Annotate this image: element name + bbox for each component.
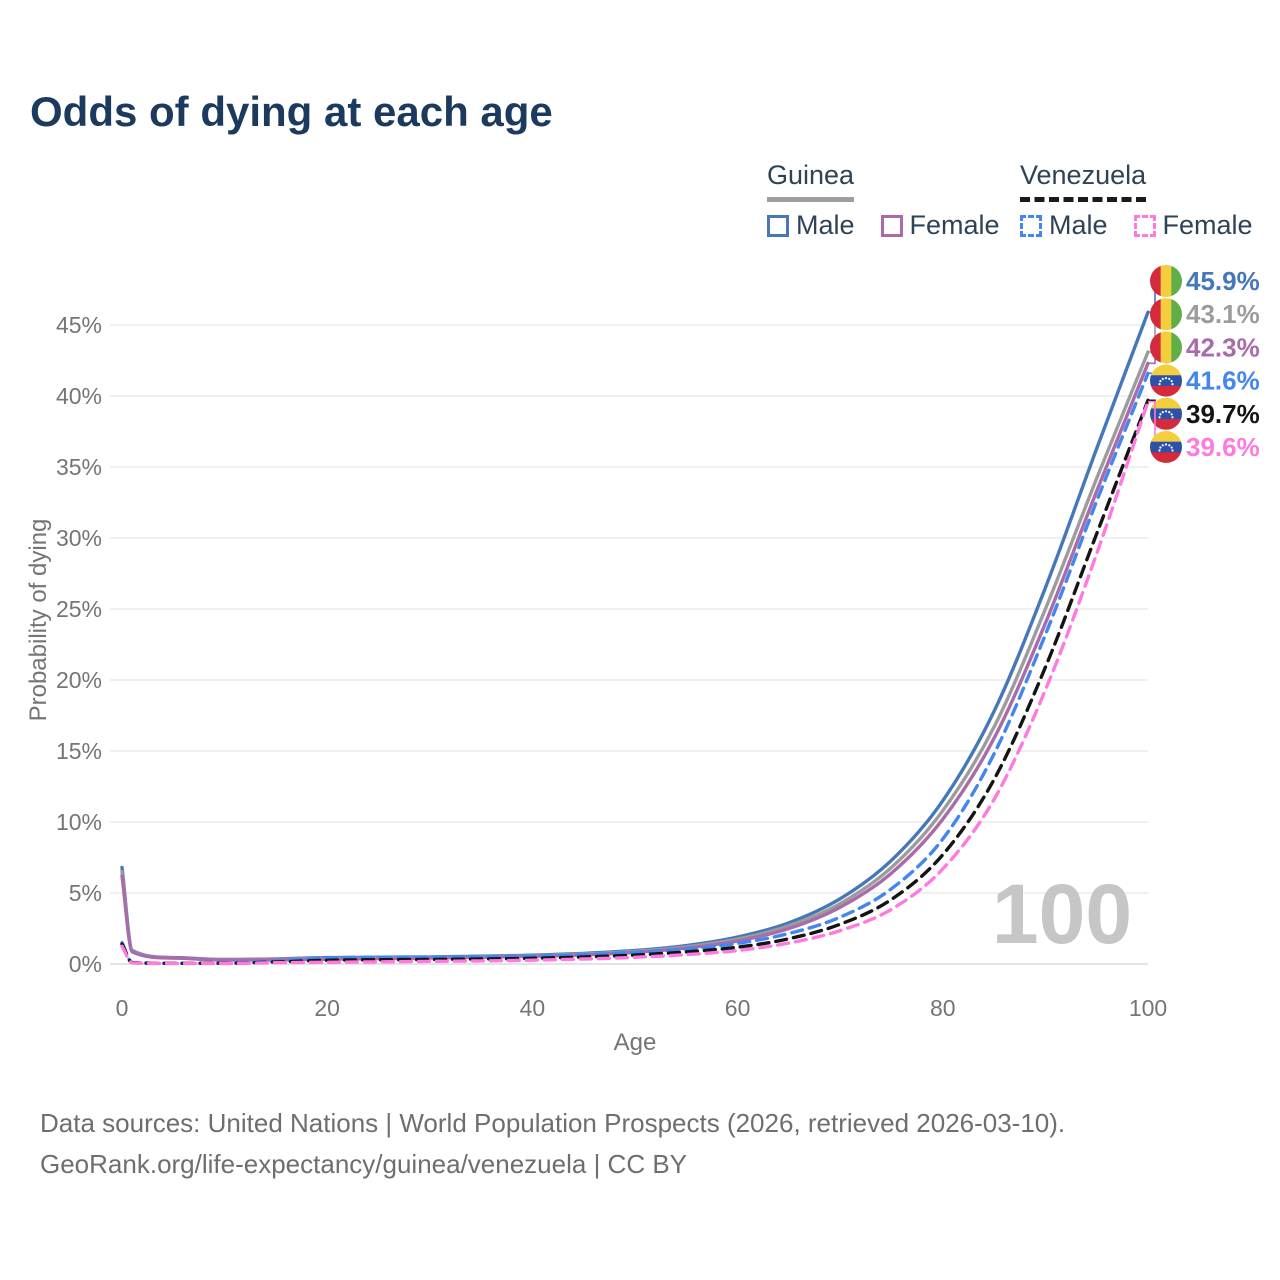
series-line-venezuela-female[interactable] [120,400,1150,966]
watermark-age-100: 100 [992,867,1132,961]
legend-swatch-venezuela-female [1133,214,1156,237]
legend-group-venezuela: Venezuela Male Female [1020,160,1253,241]
end-label-venezuela-both-sexes: 39.7% [1186,399,1260,429]
legend-item-guinea-female[interactable]: Female [880,210,1000,241]
legend-item-label: Female [909,210,1000,240]
x-tick-label-0: 0 [116,995,129,1021]
end-label-venezuela-male: 41.6% [1186,366,1260,396]
y-tick-label-0: 0% [69,951,102,977]
y-tick-label-20: 20% [56,667,102,693]
footer-data-sources: Data sources: United Nations | World Pop… [40,1108,1066,1138]
guinea-flag-icon [1150,331,1182,364]
y-tick-label-15: 15% [56,738,102,764]
venezuela-flag-icon [1150,431,1182,463]
end-label-guinea-both-sexes: 43.1% [1186,299,1260,329]
legend-swatch-venezuela-male [1020,214,1042,237]
legend-item-label: Female [1162,210,1253,240]
x-axis-title: Age [614,1029,657,1056]
y-tick-label-30: 30% [56,525,102,551]
legend-item-venezuela-female[interactable]: Female [1133,210,1253,241]
legend-group-guinea: Guinea Male Female [767,160,1000,241]
y-axis-title: Probability of dying [25,519,52,722]
y-tick-label-45: 45% [56,312,102,338]
footer: Data sources: United Nations | World Pop… [40,1103,1065,1185]
legend-swatch-guinea-male [767,214,789,237]
x-tick-label-100: 100 [1129,995,1167,1021]
x-tick-label-60: 60 [725,995,751,1021]
venezuela-flag-icon [1150,364,1182,397]
venezuela-flag-icon [1150,397,1182,430]
legend-items-venezuela: Male Female [1020,210,1253,241]
y-tick-label-5: 5% [69,880,102,906]
legend-item-label: Male [1049,210,1108,240]
legend: Guinea Male Female Venezuela Male Female [0,160,1280,250]
legend-item-venezuela-male[interactable]: Male [1020,210,1108,241]
footer-attribution: GeoRank.org/life-expectancy/guinea/venez… [40,1149,688,1179]
series-line-guinea-male[interactable] [120,310,1150,962]
y-tick-label-25: 25% [56,596,102,622]
end-label-venezuela-female: 39.6% [1186,432,1260,462]
guinea-flag-icon [1150,298,1182,331]
x-tick-label-40: 40 [520,995,546,1021]
y-tick-label-40: 40% [56,383,102,409]
end-label-guinea-female: 42.3% [1186,332,1260,362]
series-line-venezuela-male[interactable] [120,371,1150,965]
x-tick-label-20: 20 [314,995,340,1021]
legend-country-guinea: Guinea [767,160,855,202]
legend-swatch-guinea-female [880,214,903,237]
legend-item-guinea-male[interactable]: Male [767,210,855,241]
y-tick-label-35: 35% [56,454,102,480]
end-label-guinea-male: 45.9% [1186,266,1260,296]
legend-items-guinea: Male Female [767,210,1000,241]
legend-item-label: Male [796,210,855,240]
legend-country-venezuela: Venezuela [1020,160,1147,202]
x-tick-label-80: 80 [930,995,956,1021]
y-tick-label-10: 10% [56,809,102,835]
page-title: Odds of dying at each age [30,88,553,135]
guinea-flag-icon [1150,265,1182,297]
